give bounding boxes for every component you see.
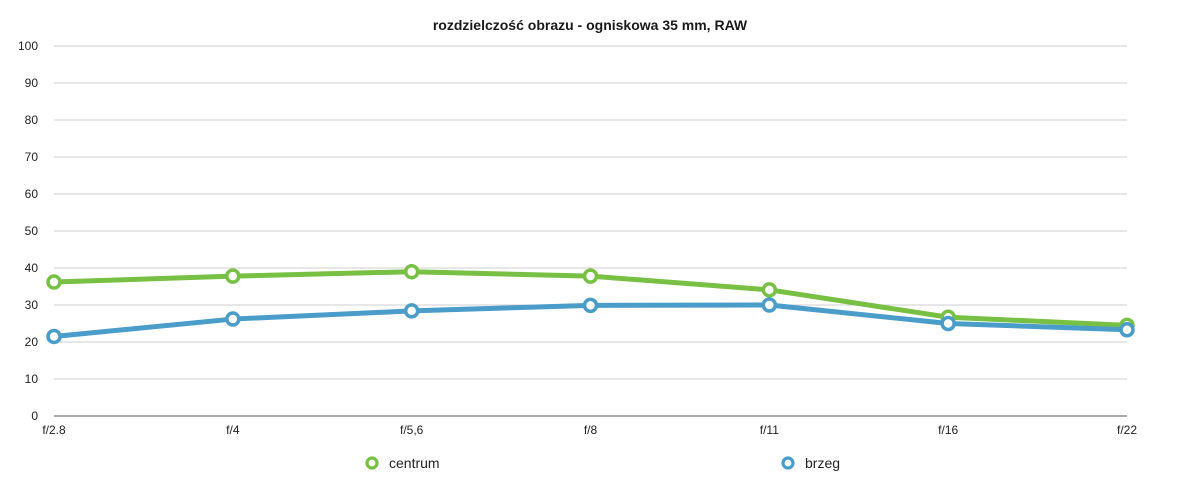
x-axis-ticks: f/2.8 f/4 f/5,6 f/8 f/11 f/16 f/22 bbox=[42, 423, 1137, 437]
legend-label: centrum bbox=[389, 455, 440, 471]
y-tick-label: 100 bbox=[18, 39, 38, 53]
series-lines bbox=[46, 263, 1135, 345]
y-tick-label: 70 bbox=[25, 150, 39, 164]
y-tick-label: 20 bbox=[25, 335, 39, 349]
data-point bbox=[403, 303, 420, 319]
x-tick-label: f/22 bbox=[1117, 423, 1137, 437]
x-tick-label: f/11 bbox=[760, 423, 779, 437]
x-tick-label: f/2.8 bbox=[42, 423, 66, 437]
grid-lines bbox=[54, 45, 1127, 417]
y-tick-label: 0 bbox=[31, 409, 38, 423]
chart-title: rozdzielczość obrazu - ogniskowa 35 mm, … bbox=[433, 17, 748, 33]
legend-label: brzeg bbox=[805, 455, 840, 471]
data-point bbox=[1119, 322, 1135, 338]
data-point bbox=[46, 328, 62, 345]
x-tick-label: f/8 bbox=[584, 423, 598, 437]
y-tick-label: 80 bbox=[25, 113, 39, 127]
data-point bbox=[403, 263, 420, 280]
data-point bbox=[225, 311, 241, 327]
x-tick-label: f/16 bbox=[938, 423, 958, 437]
data-point bbox=[582, 297, 599, 314]
legend: centrum brzeg bbox=[365, 455, 840, 471]
y-tick-label: 50 bbox=[25, 224, 39, 238]
data-point bbox=[940, 315, 956, 332]
x-tick-label: f/5,6 bbox=[400, 423, 424, 437]
legend-item: centrum bbox=[365, 455, 440, 471]
data-point bbox=[225, 268, 241, 284]
y-axis-ticks: 0 10 20 30 40 50 60 70 80 90 100 bbox=[18, 39, 38, 423]
y-tick-label: 40 bbox=[25, 261, 39, 275]
legend-marker bbox=[781, 456, 795, 470]
y-tick-label: 60 bbox=[25, 187, 39, 201]
legend-marker bbox=[365, 456, 379, 470]
data-point bbox=[761, 297, 778, 313]
data-point bbox=[761, 282, 778, 298]
data-point bbox=[46, 274, 62, 290]
y-tick-label: 10 bbox=[25, 372, 39, 386]
series-brzeg bbox=[46, 297, 1135, 345]
data-point bbox=[582, 268, 599, 284]
legend-item: brzeg bbox=[781, 455, 840, 471]
y-tick-label: 30 bbox=[25, 298, 39, 312]
x-tick-label: f/4 bbox=[226, 423, 240, 437]
y-tick-label: 90 bbox=[25, 76, 39, 90]
